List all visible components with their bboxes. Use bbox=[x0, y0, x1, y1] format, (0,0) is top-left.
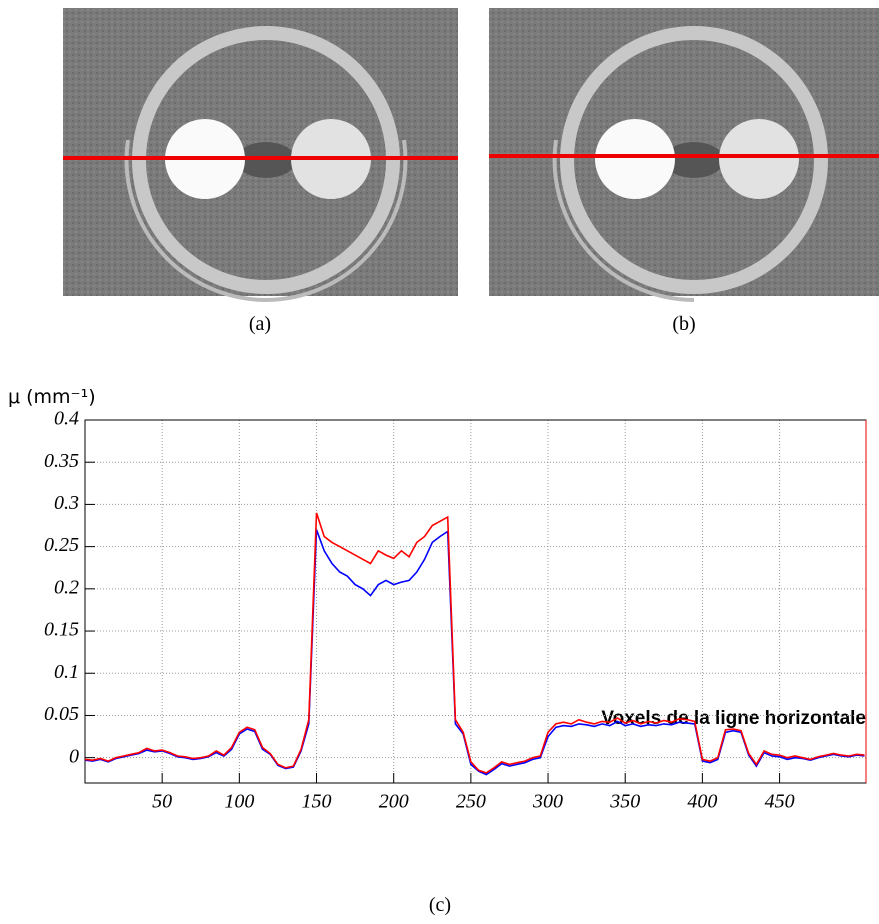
x-tick-label: 250 bbox=[456, 791, 486, 813]
x-tick-label: 300 bbox=[532, 791, 563, 813]
x-tick-label: 200 bbox=[379, 791, 409, 813]
x-tick-label: 350 bbox=[609, 791, 640, 813]
y-tick-label: 0.3 bbox=[54, 492, 79, 514]
data-line bbox=[84, 529, 865, 776]
data-line bbox=[84, 512, 865, 774]
x-tick-label: 150 bbox=[302, 791, 332, 813]
y-tick-label: 0.4 bbox=[54, 408, 79, 430]
y-tick-label: 0.25 bbox=[44, 534, 79, 556]
x-tick-label: 50 bbox=[152, 791, 172, 813]
y-tick-label: 0 bbox=[69, 745, 79, 767]
caption: (a) bbox=[249, 313, 271, 335]
y-tick-label: 0.2 bbox=[54, 576, 79, 598]
image-b bbox=[489, 8, 879, 302]
x-tick-label: 450 bbox=[765, 791, 795, 813]
x-tick-label: 100 bbox=[224, 791, 254, 813]
y-tick-label: 0.15 bbox=[44, 619, 79, 641]
image-a bbox=[63, 8, 458, 302]
caption: (b) bbox=[672, 313, 695, 335]
y-tick-label: 0.35 bbox=[44, 450, 79, 472]
y-axis-label: μ (mm⁻¹) bbox=[8, 386, 96, 408]
x-tick-label: 400 bbox=[687, 791, 717, 813]
y-tick-label: 0.1 bbox=[54, 661, 79, 683]
y-tick-label: 0.05 bbox=[44, 703, 79, 725]
caption: (c) bbox=[429, 894, 451, 916]
